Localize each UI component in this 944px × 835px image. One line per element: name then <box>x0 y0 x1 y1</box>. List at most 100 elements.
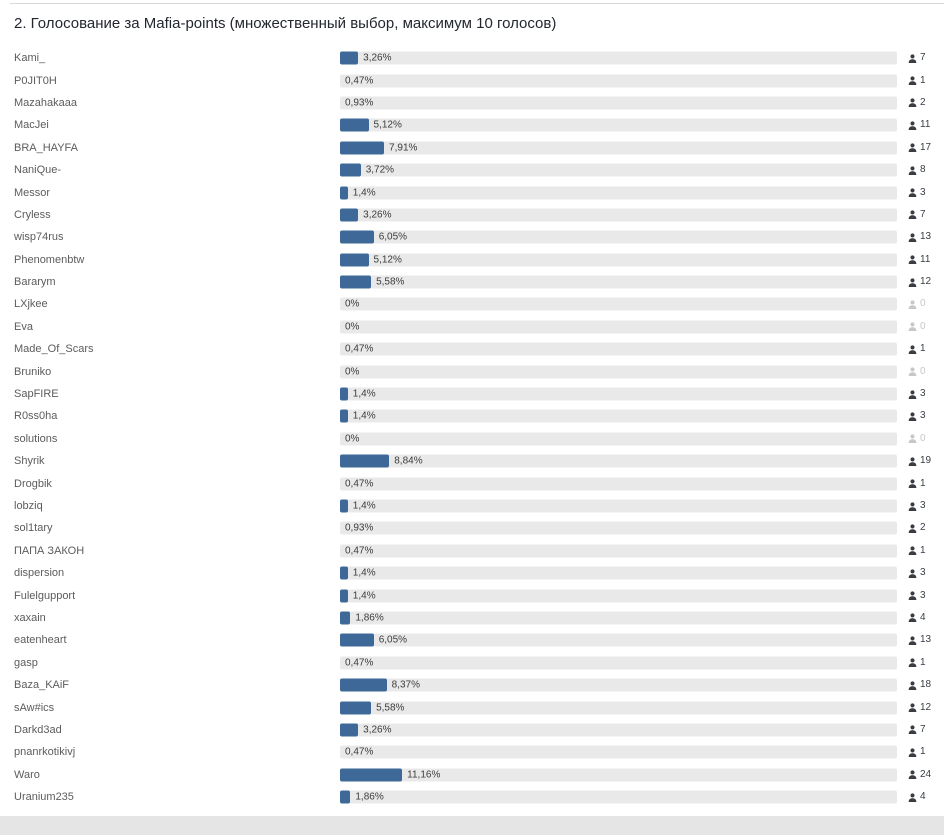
vote-bar-track: 5,58% <box>340 275 897 289</box>
vote-bar-track: 0,47% <box>340 745 897 759</box>
vote-count[interactable]: 1 <box>908 657 926 668</box>
vote-count[interactable]: 12 <box>908 702 931 713</box>
vote-count[interactable]: 1 <box>908 747 926 757</box>
poll-option-name: Baza_KAiF <box>14 679 70 692</box>
poll-option-name: Eva <box>14 320 33 333</box>
vote-count[interactable]: 11 <box>908 254 930 265</box>
vote-percent-label: 3,26% <box>363 724 392 736</box>
vote-bar-fill <box>340 633 374 647</box>
poll-option-row: Phenomenbtw 5,12% 11 <box>0 249 944 271</box>
vote-count-number: 2 <box>920 522 926 534</box>
vote-bar-fill <box>340 163 361 177</box>
poll-option-name: pnanrkotikivj <box>14 746 76 759</box>
vote-bar-track: 8,37% <box>340 678 897 692</box>
vote-count[interactable]: 3 <box>908 389 926 399</box>
poll-question-title: 2. Голосование за Mafia-points (множеств… <box>14 15 557 32</box>
vote-bar-track: 5,58% <box>340 701 897 715</box>
vote-percent-label: 0,47% <box>345 545 374 557</box>
person-icon <box>908 345 917 354</box>
vote-bar-track: 0% <box>340 365 897 379</box>
vote-count[interactable]: 18 <box>908 680 931 690</box>
vote-count[interactable]: 19 <box>908 456 931 466</box>
poll-option-name: BRA_HAYFA <box>14 141 78 154</box>
vote-count[interactable]: 7 <box>908 209 926 220</box>
vote-count[interactable]: 24 <box>908 768 932 780</box>
vote-count-number: 3 <box>920 589 926 601</box>
vote-percent-label: 6,05% <box>378 231 408 243</box>
poll-option-name: Phenomenbtw <box>14 253 85 266</box>
vote-percent-label: 0,47% <box>345 75 374 87</box>
vote-count[interactable]: 8 <box>908 165 926 175</box>
vote-bar-fill <box>340 790 351 804</box>
vote-count[interactable]: 11 <box>908 120 930 130</box>
vote-bar-track: 0,47% <box>340 656 897 670</box>
vote-count-number: 13 <box>920 231 932 243</box>
person-icon <box>908 255 917 265</box>
poll-option-row: Shyrik 8,84% 19 <box>0 450 944 472</box>
vote-count-number: 0 <box>920 432 926 444</box>
vote-count-number: 8 <box>920 164 926 176</box>
vote-count[interactable]: 2 <box>908 97 926 108</box>
poll-option-name: gasp <box>14 656 38 669</box>
vote-count[interactable]: 1 <box>908 74 926 86</box>
vote-count-number: 12 <box>920 276 932 288</box>
poll-option-row: pnanrkotikivj 0,47% 1 <box>0 741 944 763</box>
vote-bar-fill <box>340 611 351 625</box>
person-icon <box>908 792 917 802</box>
vote-count[interactable]: 7 <box>908 724 926 735</box>
poll-option-row: gasp 0,47% 1 <box>0 652 944 674</box>
vote-percent-label: 1,4% <box>352 590 376 602</box>
vote-bar-fill <box>340 566 348 580</box>
vote-count[interactable]: 3 <box>908 187 926 198</box>
poll-option-row: Drogbik 0,47% 1 <box>0 472 944 494</box>
vote-count[interactable]: 3 <box>908 589 926 601</box>
vote-count[interactable]: 1 <box>908 545 926 556</box>
vote-count[interactable]: 2 <box>908 523 926 533</box>
vote-count[interactable]: 4 <box>908 792 926 802</box>
vote-count[interactable]: 13 <box>908 635 931 645</box>
poll-option-row: R0ss0ha 1,4% 3 <box>0 405 944 427</box>
vote-percent-label: 0% <box>345 433 360 445</box>
vote-count: 0 <box>908 321 926 332</box>
vote-bar-track: 1,4% <box>340 566 897 580</box>
poll-option-name: Made_Of_Scars <box>14 343 94 356</box>
vote-percent-label: 1,4% <box>352 410 376 422</box>
vote-bar-track: 8,84% <box>340 454 897 468</box>
vote-count-number: 1 <box>920 74 926 86</box>
vote-count[interactable]: 3 <box>908 501 926 511</box>
vote-count[interactable]: 3 <box>908 568 926 578</box>
person-icon <box>908 277 917 287</box>
vote-bar-track: 1,4% <box>340 409 897 423</box>
vote-count[interactable]: 1 <box>908 478 926 489</box>
vote-percent-label: 3,72% <box>365 164 395 176</box>
vote-bar-track: 1,86% <box>340 790 897 804</box>
vote-count[interactable]: 1 <box>908 344 926 354</box>
vote-count-number: 18 <box>920 679 932 691</box>
top-divider <box>10 3 944 4</box>
vote-count[interactable]: 12 <box>908 277 931 287</box>
vote-count[interactable]: 3 <box>908 411 926 421</box>
vote-count[interactable]: 13 <box>908 232 931 242</box>
vote-count-number: 0 <box>920 298 926 310</box>
person-icon <box>908 412 917 421</box>
vote-count[interactable]: 17 <box>908 142 931 153</box>
person-icon <box>908 76 917 86</box>
vote-bar-fill <box>340 387 348 401</box>
poll-option-row: Fulelgupport 1,4% 3 <box>0 584 944 606</box>
poll-option-name: xaxain <box>14 611 46 624</box>
vote-bar-fill <box>340 141 385 155</box>
person-icon <box>908 389 917 399</box>
poll-option-row: Darkd3ad 3,26% 7 <box>0 719 944 741</box>
poll-option-row: MacJei 5,12% 11 <box>0 114 944 136</box>
poll-option-name: ПАПА ЗАКОН <box>14 544 85 557</box>
vote-count[interactable]: 7 <box>908 53 926 63</box>
vote-percent-label: 1,86% <box>355 612 384 624</box>
vote-percent-label: 8,37% <box>391 679 420 691</box>
vote-count[interactable]: 4 <box>908 612 926 623</box>
vote-count-number: 24 <box>920 768 932 780</box>
person-icon <box>908 367 917 377</box>
person-icon <box>908 770 917 780</box>
poll-option-name: eatenheart <box>14 634 67 647</box>
vote-bar-track: 7,91% <box>340 141 897 155</box>
poll-option-row: NaniQue- 3,72% 8 <box>0 159 944 181</box>
